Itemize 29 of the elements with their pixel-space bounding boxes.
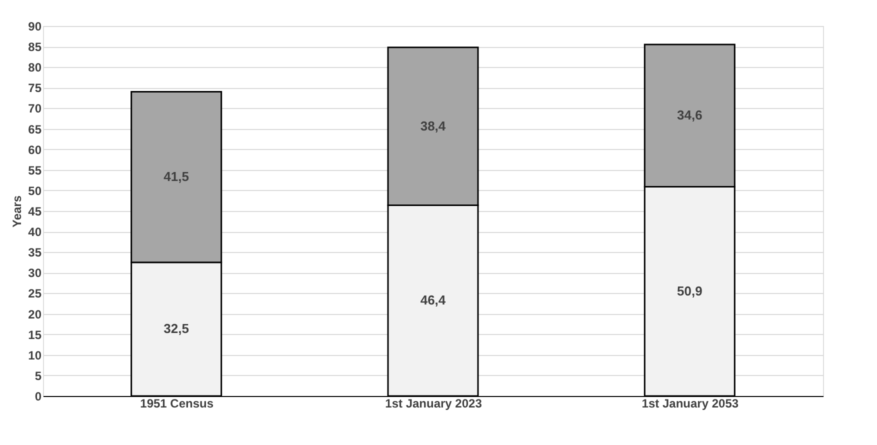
- data-label: 50,9: [677, 283, 702, 298]
- y-tick-label: 65: [28, 122, 42, 136]
- x-tick-label: 1st January 2053: [642, 396, 739, 410]
- y-tick-label: 75: [28, 81, 42, 96]
- y-tick-label: 85: [28, 40, 42, 54]
- y-tick-label: 25: [28, 286, 42, 301]
- y-tick-label: 10: [28, 348, 42, 362]
- y-tick-label: 40: [28, 225, 42, 240]
- y-axis-title: Years: [10, 195, 24, 228]
- data-label: 46,4: [420, 292, 446, 308]
- y-tick-label: 30: [28, 266, 42, 280]
- y-tick-label: 0: [34, 390, 42, 404]
- y-tick-label: 45: [28, 204, 42, 218]
- data-label: 38,4: [420, 118, 446, 134]
- x-tick-label: 1st January 2023: [385, 396, 482, 410]
- y-tick-label: 90: [28, 20, 42, 34]
- y-tick-label: 5: [34, 368, 42, 383]
- y-tick-label: 80: [28, 60, 42, 75]
- y-tick-label: 70: [28, 102, 42, 116]
- y-tick-label: 55: [28, 163, 42, 178]
- data-label: 32,5: [164, 321, 189, 336]
- y-tick-label: 35: [28, 246, 42, 260]
- y-tick-label: 15: [28, 328, 42, 342]
- y-tick-label: 60: [28, 142, 42, 157]
- x-tick-label: 1951 Census: [140, 396, 214, 410]
- y-tick-label: 20: [28, 307, 42, 322]
- data-label: 34,6: [677, 108, 702, 123]
- y-tick-label: 50: [28, 184, 42, 198]
- data-label: 41,5: [164, 169, 189, 184]
